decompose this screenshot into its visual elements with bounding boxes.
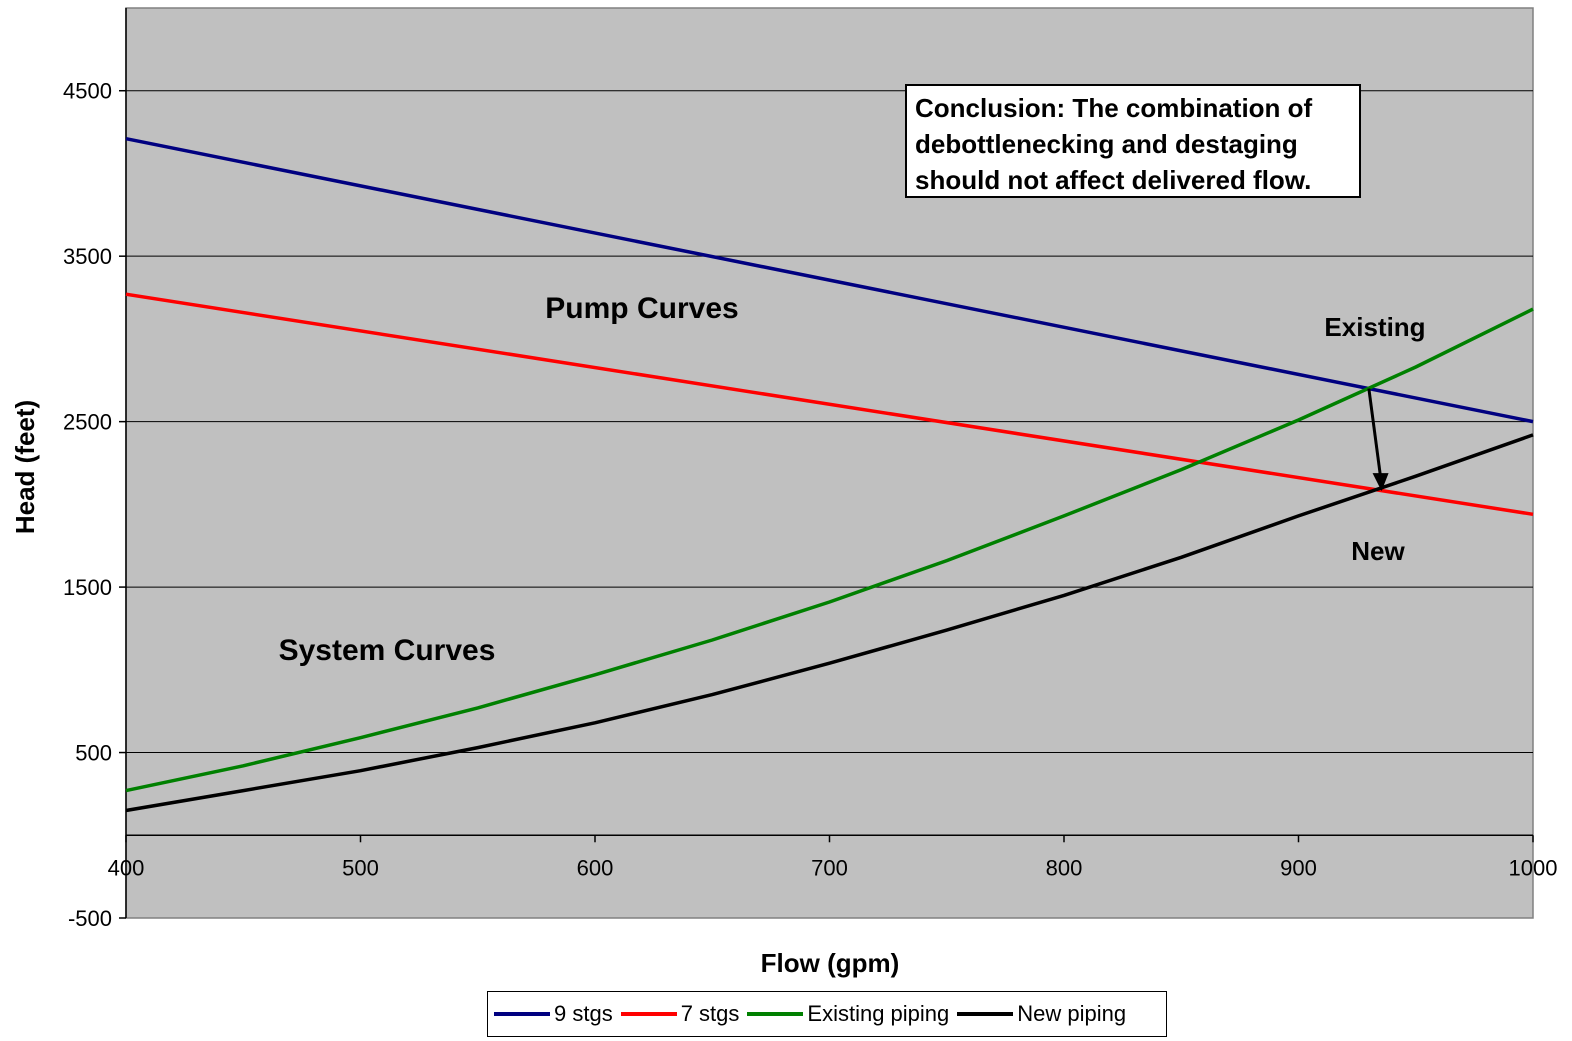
x-tick-label: 400 <box>108 855 145 880</box>
x-tick-label: 600 <box>577 855 614 880</box>
arrow-head <box>1372 473 1389 492</box>
legend-item-existing-piping: Existing piping <box>747 1001 949 1027</box>
x-tick-label: 800 <box>1046 855 1083 880</box>
shift-arrow <box>1367 388 1389 492</box>
y-tick-label: 4500 <box>63 79 112 104</box>
y-axis-ticks: -500 500 1500 2500 3500 4500 <box>63 79 126 931</box>
x-tick-label: 700 <box>811 855 848 880</box>
y-tick-label: -500 <box>68 906 112 931</box>
x-axis-title: Flow (gpm) <box>761 948 900 978</box>
system-curves-label: System Curves <box>279 634 496 667</box>
y-axis-title: Head (feet) <box>10 400 40 534</box>
legend-swatch <box>620 1012 677 1016</box>
legend-item-9-stgs: 9 stgs <box>494 1001 613 1027</box>
arrow-shaft <box>1367 388 1383 478</box>
conclusion-box: Conclusion: The combination of debottlen… <box>905 84 1361 198</box>
legend-item-new-piping: New piping <box>957 1001 1126 1027</box>
legend-item-7-stgs: 7 stgs <box>620 1001 740 1027</box>
x-tick-label: 900 <box>1280 855 1317 880</box>
legend-label: Existing piping <box>807 1001 950 1026</box>
x-tick-label: 1000 <box>1509 855 1558 880</box>
y-tick-label: 3500 <box>63 244 112 269</box>
new-label: New <box>1351 536 1405 566</box>
conclusion-line: debottlenecking and destaging <box>915 129 1298 159</box>
pump-curves-label: Pump Curves <box>545 292 738 325</box>
conclusion-line: Conclusion: The combination of <box>915 93 1313 123</box>
legend-swatch <box>957 1012 1014 1016</box>
series-line-1 <box>125 292 1534 517</box>
legend-swatch <box>747 1012 804 1016</box>
legend: 9 stgs 7 stgs Existing piping New piping <box>487 991 1167 1037</box>
y-tick-label: 1500 <box>63 575 112 600</box>
legend-label: 9 stgs <box>554 1001 613 1026</box>
legend-swatch <box>494 1012 550 1016</box>
existing-label: Existing <box>1324 312 1425 342</box>
legend-label: 7 stgs <box>680 1001 740 1026</box>
series-line-3 <box>125 433 1534 813</box>
x-axis-ticks: 400 500 600 700 800 900 1000 <box>108 835 1558 880</box>
y-tick-label: 2500 <box>63 410 112 435</box>
y-tick-label: 500 <box>75 741 112 766</box>
series-line-2 <box>125 307 1534 793</box>
legend-label: New piping <box>1017 1001 1127 1026</box>
conclusion-line: should not affect delivered flow. <box>915 165 1312 195</box>
series-lines <box>125 136 1534 813</box>
x-tick-label: 500 <box>342 855 379 880</box>
series-line-0 <box>125 136 1534 424</box>
